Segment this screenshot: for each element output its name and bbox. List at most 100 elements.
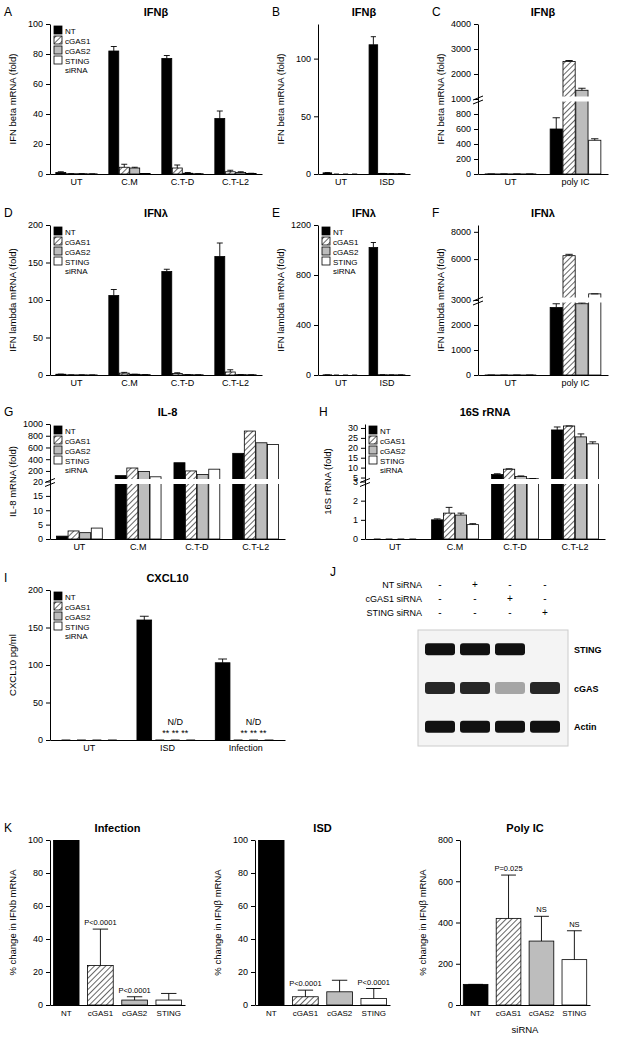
bar bbox=[524, 374, 536, 375]
bar bbox=[369, 45, 378, 174]
x-tick: STING bbox=[362, 1005, 386, 1018]
error-bar bbox=[325, 172, 330, 173]
x-tick-label: cGAS2 bbox=[327, 1009, 353, 1018]
y-tick-mark bbox=[474, 325, 478, 326]
y-tick: 20 bbox=[238, 967, 255, 977]
y-tick-label: 20 bbox=[33, 139, 43, 149]
x-tick-label: UT bbox=[83, 743, 95, 753]
y-tick-mark bbox=[251, 939, 255, 940]
plot-area bbox=[366, 426, 605, 539]
band bbox=[425, 643, 455, 655]
x-tick-label: UT bbox=[335, 378, 347, 388]
y-axis-line bbox=[478, 226, 479, 376]
error-bar bbox=[518, 475, 525, 477]
y-tick-label: 0 bbox=[38, 169, 43, 179]
y-axis-line bbox=[365, 425, 366, 540]
y-axis: 050100150200 bbox=[28, 220, 51, 380]
bar bbox=[550, 129, 562, 174]
y-tick: 1 bbox=[353, 515, 365, 525]
error-bar bbox=[195, 173, 201, 174]
y-tick: 20 bbox=[33, 967, 50, 977]
x-axis: NTcGAS1cGAS2STING bbox=[256, 1005, 391, 1018]
y-tick-mark bbox=[46, 436, 50, 437]
legend-label: NT bbox=[333, 228, 344, 237]
y-tick-label: 100 bbox=[28, 19, 43, 29]
legend-label: cGAS2 bbox=[65, 447, 91, 456]
bar bbox=[589, 294, 601, 375]
y-tick-mark bbox=[474, 49, 478, 50]
title: IFNβ bbox=[531, 6, 556, 18]
y-tick-label: 800 bbox=[296, 270, 311, 280]
bar bbox=[443, 513, 454, 539]
x-tick: UT bbox=[335, 174, 347, 187]
legend-swatch bbox=[322, 227, 330, 235]
error-bar bbox=[567, 931, 582, 960]
legend-swatch bbox=[54, 592, 62, 600]
error-bar bbox=[554, 427, 561, 430]
y-axis-line bbox=[478, 25, 479, 175]
x-tick-label: UT bbox=[505, 378, 517, 388]
annotation: P<0.0001 bbox=[358, 978, 390, 987]
annotation: NS bbox=[569, 920, 579, 929]
legend-label: cGAS2 bbox=[65, 613, 91, 622]
x-tick-label: UT bbox=[505, 177, 517, 187]
y-tick-label: 800 bbox=[456, 109, 471, 119]
legend-label-line: cGAS1 bbox=[65, 603, 91, 612]
y-tick: 600 bbox=[28, 443, 50, 453]
error-bar bbox=[174, 372, 180, 374]
chart: 02004006008001000200030004000UTpoly ICIF… bbox=[432, 5, 609, 187]
x-tick-label: cGAS2 bbox=[529, 1009, 555, 1018]
y-tick-mark bbox=[314, 375, 318, 376]
plot-area bbox=[51, 431, 285, 539]
row-label: NT siRNA bbox=[382, 580, 422, 590]
y-tick-label: 0 bbox=[466, 169, 471, 179]
bar bbox=[361, 998, 387, 1005]
x-tick-label: ISD bbox=[160, 743, 176, 753]
y-tick-mark bbox=[314, 116, 318, 117]
error-bar bbox=[386, 539, 393, 540]
error-bar bbox=[488, 374, 495, 375]
y-tick-label: 8000 bbox=[451, 227, 471, 237]
legend-swatch bbox=[54, 36, 62, 44]
y-tick: 0 bbox=[466, 169, 478, 179]
y-tick-label: 1000 bbox=[23, 419, 43, 429]
band-label: STING bbox=[574, 645, 602, 655]
y-tick-label: 20 bbox=[33, 967, 43, 977]
y-tick-mark bbox=[46, 54, 50, 55]
y-tick: 100 bbox=[28, 19, 50, 29]
bar bbox=[395, 539, 406, 540]
y-tick-mark bbox=[474, 74, 478, 75]
lane-sign: - bbox=[473, 593, 476, 604]
panel-label: A bbox=[4, 5, 12, 19]
error-bar bbox=[58, 171, 64, 173]
y-axis-title: IFN lambda mRNA (fold) bbox=[7, 248, 18, 351]
legend-label-line: siRNA bbox=[380, 466, 403, 475]
legend: NTcGAS1cGAS2STING siRNA bbox=[369, 426, 407, 475]
error-bar bbox=[434, 518, 441, 520]
y-tick-mark bbox=[361, 428, 365, 429]
y-tick-label: 40 bbox=[33, 934, 43, 944]
error-bar bbox=[352, 375, 357, 376]
y-tick-mark bbox=[251, 840, 255, 841]
legend-label-line: cGAS2 bbox=[65, 613, 91, 622]
legend-label-line: cGAS2 bbox=[65, 447, 91, 456]
bar bbox=[137, 620, 152, 740]
band bbox=[425, 721, 455, 733]
y-tick-mark bbox=[474, 159, 478, 160]
y-tick-label: 0 bbox=[38, 370, 43, 380]
axis-break bbox=[479, 298, 608, 303]
legend-label-line: STING bbox=[380, 457, 407, 466]
error-bar bbox=[446, 507, 453, 513]
bar bbox=[197, 474, 208, 539]
y-tick-mark bbox=[46, 590, 50, 591]
error-bar bbox=[265, 740, 274, 741]
error-bar bbox=[534, 916, 549, 941]
panel-label: J bbox=[330, 565, 336, 579]
y-tick: 600 bbox=[456, 124, 478, 134]
axis-break bbox=[51, 479, 285, 484]
y-tick: 0 bbox=[466, 370, 478, 380]
y-tick-label: 5 bbox=[38, 520, 43, 530]
y-axis-title: IFN beta mRNA (fold) bbox=[7, 54, 18, 145]
y-tick: 0 bbox=[448, 1000, 460, 1010]
x-tick-label: STING bbox=[562, 1009, 586, 1018]
